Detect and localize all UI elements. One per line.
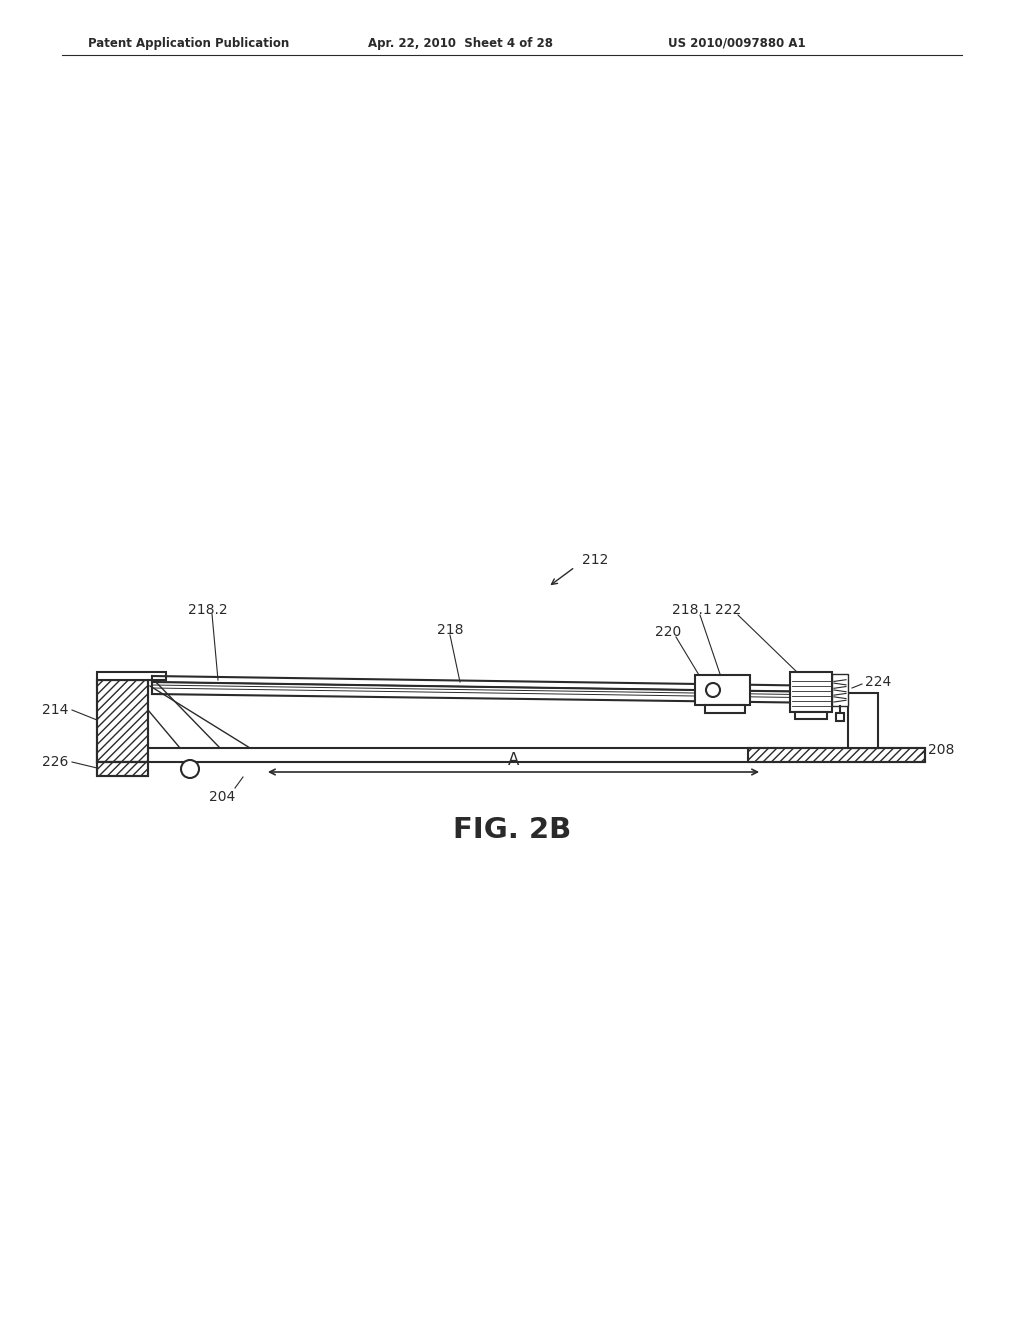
Bar (97, 672, 166, 680)
Text: 226: 226 (42, 755, 68, 770)
Bar (705, 705, 745, 713)
Bar (97, 762, 148, 776)
Circle shape (706, 682, 720, 697)
Bar (695, 675, 750, 705)
Text: 204: 204 (209, 789, 236, 804)
Bar (97, 680, 148, 762)
Bar (97, 762, 148, 776)
Bar (831, 675, 848, 706)
Circle shape (181, 760, 199, 777)
Bar (97, 680, 148, 762)
Bar (97, 748, 925, 762)
Text: FIG. 2B: FIG. 2B (453, 816, 571, 843)
Text: A: A (508, 751, 519, 770)
Bar (848, 693, 878, 748)
Text: US 2010/0097880 A1: US 2010/0097880 A1 (668, 37, 806, 50)
Bar (790, 672, 831, 711)
Bar (836, 713, 844, 721)
Text: Apr. 22, 2010  Sheet 4 of 28: Apr. 22, 2010 Sheet 4 of 28 (368, 37, 553, 50)
Text: Patent Application Publication: Patent Application Publication (88, 37, 289, 50)
Text: 222: 222 (715, 603, 741, 616)
Text: 218.1: 218.1 (672, 603, 712, 616)
Text: 218.2: 218.2 (188, 603, 227, 616)
Bar (97, 762, 148, 776)
Text: 214: 214 (42, 704, 68, 717)
Bar (748, 748, 925, 762)
Text: 218: 218 (437, 623, 463, 638)
Text: 208: 208 (928, 743, 954, 756)
Text: 224: 224 (865, 675, 891, 689)
Bar (795, 711, 827, 719)
Bar (748, 748, 925, 762)
Text: 212: 212 (582, 553, 608, 568)
Bar (97, 680, 148, 762)
Text: 220: 220 (655, 624, 681, 639)
